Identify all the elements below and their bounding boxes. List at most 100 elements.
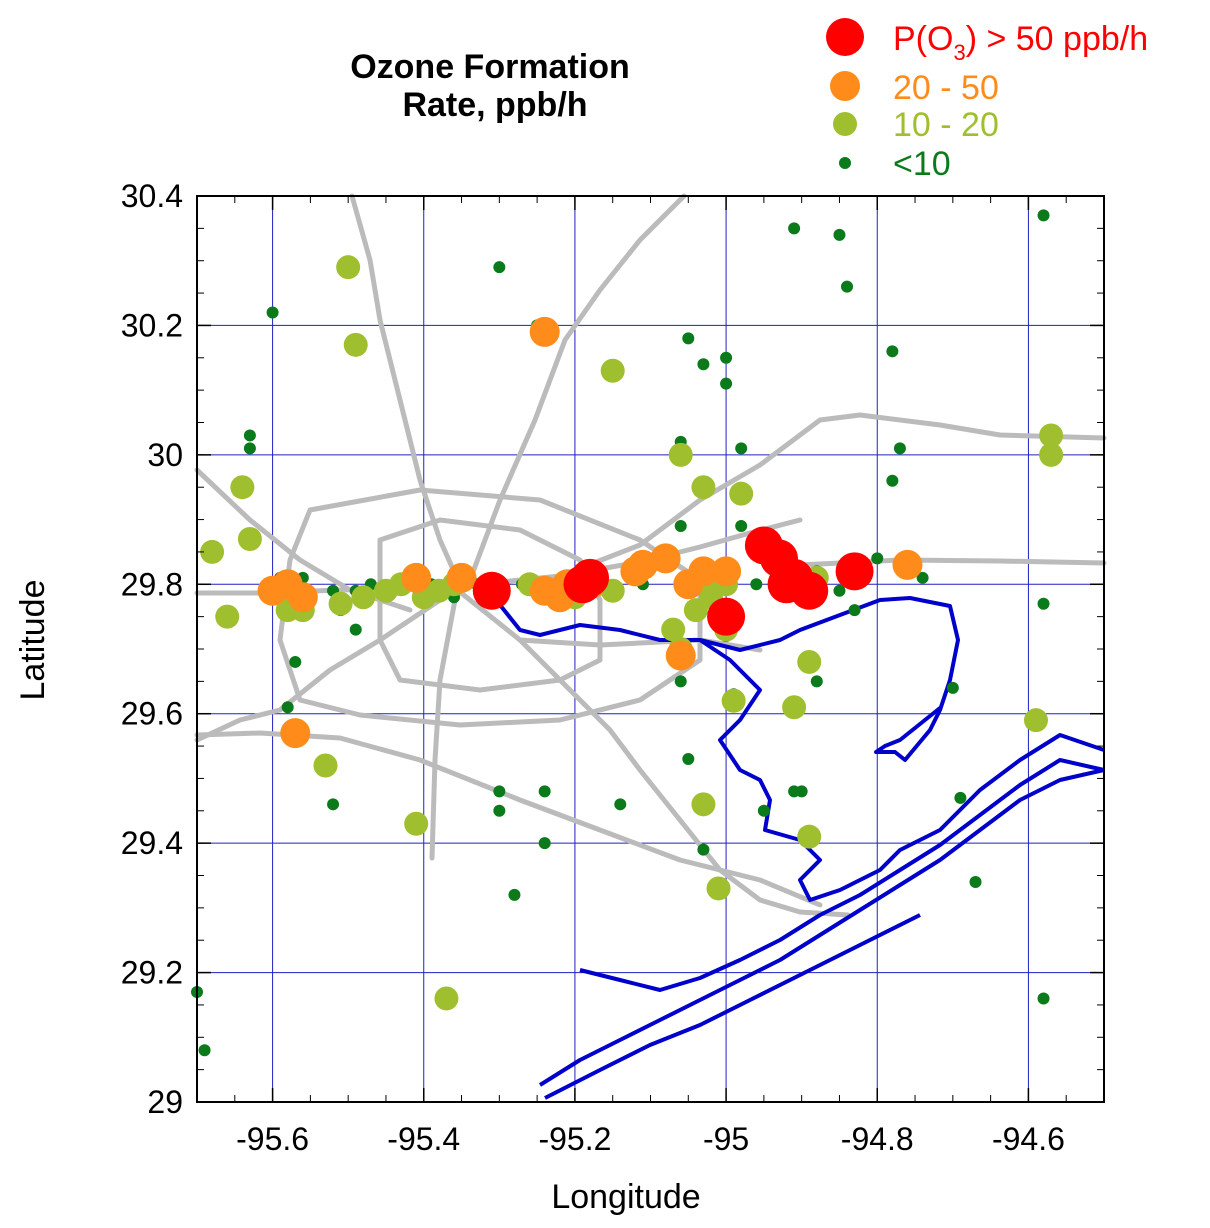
point-minimal-rate [886, 474, 899, 487]
point-minimal-rate [916, 571, 929, 584]
point-minimal-rate [289, 655, 302, 668]
point-minimal-rate [1037, 597, 1050, 610]
point-minimal-rate [969, 875, 982, 888]
point-minimal-rate [538, 785, 551, 798]
point-minimal-rate [493, 785, 506, 798]
point-minimal-rate [281, 701, 294, 714]
legend: P(O3) > 50 ppb/h 20 - 50 10 - 20 <10 [826, 18, 1148, 183]
highway-i45-south [457, 589, 851, 918]
point-minimal-rate [493, 261, 506, 274]
point-low-rate [328, 591, 353, 616]
point-medium-rate [287, 582, 318, 613]
point-low-rate [691, 792, 716, 817]
y-tick-label: 30 [147, 437, 183, 473]
point-low-rate [404, 811, 429, 836]
y-tick-label: 30.2 [121, 307, 183, 343]
point-low-rate [237, 526, 262, 551]
highway-us59-south [194, 597, 443, 743]
point-minimal-rate [833, 584, 846, 597]
y-tick-label: 29.6 [121, 696, 183, 732]
point-minimal-rate [810, 675, 823, 688]
point-minimal-rate [508, 888, 521, 901]
point-minimal-rate [538, 837, 551, 850]
point-low-rate [434, 986, 459, 1011]
point-minimal-rate [735, 442, 748, 455]
legend-label-high-main: P(O [893, 20, 953, 58]
point-minimal-rate [833, 228, 846, 241]
point-medium-rate [892, 549, 923, 580]
point-high-rate [571, 558, 610, 597]
point-low-rate [691, 475, 716, 500]
point-low-rate [706, 876, 731, 901]
point-low-rate [215, 604, 240, 629]
point-minimal-rate [757, 804, 770, 817]
point-minimal-rate [243, 442, 256, 455]
point-minimal-rate [697, 843, 710, 856]
point-low-rate [1023, 708, 1048, 733]
point-low-rate [668, 442, 693, 467]
highway-us59-north [349, 193, 463, 588]
y-tick-label: 29 [147, 1084, 183, 1120]
legend-label-high-sub: 3 [953, 40, 965, 65]
highway-us90 [557, 412, 1107, 579]
point-medium-rate [401, 562, 432, 593]
point-medium-rate [627, 549, 658, 580]
point-high-rate [472, 571, 511, 610]
point-low-rate [336, 255, 361, 280]
point-low-rate [343, 332, 368, 357]
point-low-rate [351, 585, 376, 610]
point-minimal-rate [795, 785, 808, 798]
point-minimal-rate [697, 358, 710, 371]
legend-marker-minimal [839, 157, 851, 169]
axis-ticks [196, 195, 1105, 1103]
y-tick-label: 29.4 [121, 825, 183, 861]
highway-loop-610 [377, 517, 603, 693]
point-low-rate [1039, 423, 1064, 448]
point-minimal-rate [674, 675, 687, 688]
coastline-layer [498, 596, 1105, 1100]
x-tick-labels: -95.6 -95.4 -95.2 -95 -94.8 -94.6 [236, 1121, 1065, 1157]
highway-288 [429, 597, 458, 861]
point-low-rate [1039, 442, 1064, 467]
point-low-rate [661, 617, 686, 642]
chart-title: Ozone Formation Rate, ppb/h [350, 48, 630, 124]
data-points [191, 209, 1064, 1057]
point-medium-rate [688, 556, 719, 587]
point-minimal-rate [871, 552, 884, 565]
point-minimal-rate [493, 804, 506, 817]
highway-i45-north [467, 193, 687, 583]
point-medium-rate [650, 543, 681, 574]
chart-title-line-1: Ozone Formation [350, 48, 630, 86]
point-medium-rate [665, 640, 696, 671]
west-bay-shore [544, 913, 921, 1100]
point-minimal-rate [266, 306, 279, 319]
legend-label-minimal: <10 [893, 145, 951, 183]
y-tick-label: 29.2 [121, 955, 183, 991]
legend-label-medium: 20 - 50 [893, 69, 999, 107]
x-tick-label: -94.6 [992, 1121, 1065, 1157]
x-axis-title: Longitude [551, 1178, 700, 1216]
highway-beltway-8 [277, 487, 703, 728]
point-low-rate [230, 475, 255, 500]
point-low-rate [600, 358, 625, 383]
point-minimal-rate [1037, 209, 1050, 222]
point-low-rate [721, 688, 746, 713]
point-minimal-rate [614, 798, 627, 811]
point-minimal-rate [720, 377, 733, 390]
legend-label-high-rest: ) > 50 ppb/h [966, 20, 1148, 58]
point-high-rate [707, 597, 746, 636]
point-minimal-rate [841, 280, 854, 293]
galveston-bay-west-shore [698, 638, 1105, 902]
point-minimal-rate [946, 681, 959, 694]
bolivar-peninsula [538, 768, 1105, 1087]
point-minimal-rate [750, 578, 763, 591]
point-low-rate [797, 824, 822, 849]
ship-channel-shoreline [498, 596, 960, 762]
point-minimal-rate [682, 332, 695, 345]
point-low-rate [729, 481, 754, 506]
point-minimal-rate [1037, 992, 1050, 1005]
point-minimal-rate [886, 345, 899, 358]
point-medium-rate [280, 718, 311, 749]
point-minimal-rate [243, 429, 256, 442]
x-tick-label: -95.2 [538, 1121, 611, 1157]
